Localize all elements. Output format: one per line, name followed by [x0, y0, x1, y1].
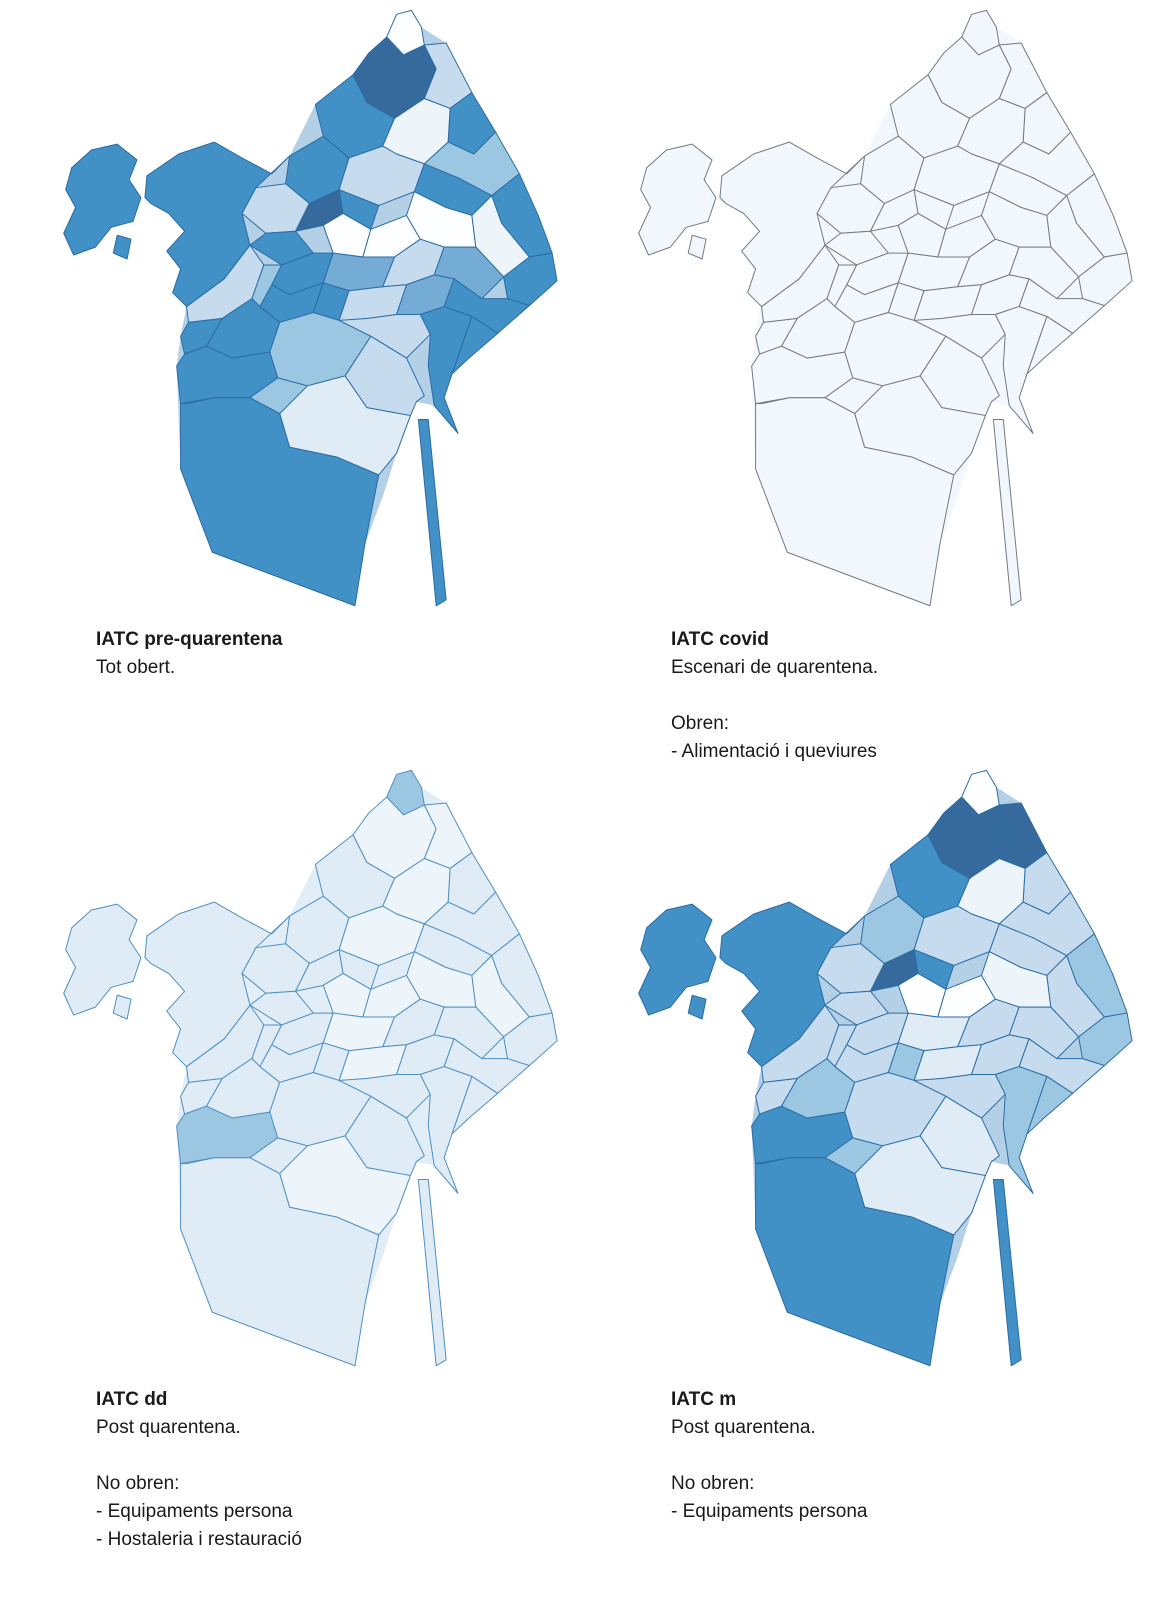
- region-wing-blob: [638, 143, 717, 256]
- caption-line: - Equipaments persona: [96, 1501, 293, 1522]
- caption-line: No obren:: [671, 1473, 755, 1494]
- choropleth-iatc-dd: [63, 769, 558, 1367]
- panel-iatc-covid: IATC covid Escenari de quarentena. Obren:…: [605, 8, 1165, 768]
- caption-line: Obren:: [671, 713, 730, 734]
- region-sant-gervasi: [249, 990, 314, 1026]
- map-figure-grid: IATC pre-quarentena Tot obert. IATC covid E…: [30, 8, 1165, 1554]
- region-port-breakwater: [992, 1179, 1022, 1367]
- region-sant-gervasi: [249, 230, 314, 266]
- caption-iatc-dd: IATC dd Post quarentena. No obren: - Equip…: [30, 1380, 605, 1554]
- caption-line: - Alimentació i queviures: [671, 741, 877, 762]
- region-zona-franca: [755, 1157, 955, 1367]
- map-title: IATC m: [671, 1389, 737, 1410]
- region-wing-blob: [63, 143, 142, 256]
- region-wing-main: [144, 901, 291, 1068]
- caption-line: Tot obert.: [96, 657, 176, 678]
- choropleth-iatc-covid: [638, 9, 1133, 607]
- map-iatc-covid: [605, 8, 1140, 620]
- caption-iatc-pre-quarentena: IATC pre-quarentena Tot obert.: [30, 620, 605, 768]
- region-les-corts: [826, 1024, 858, 1068]
- region-port-breakwater: [992, 419, 1022, 607]
- caption-line: - Equipaments persona: [671, 1501, 868, 1522]
- caption-line: [671, 1442, 1165, 1470]
- map-iatc-dd: [30, 768, 565, 1380]
- region-wing-sliver: [687, 994, 707, 1020]
- map-title: IATC covid: [671, 629, 769, 650]
- panel-iatc-m: IATC m Post quarentena. No obren: - Equipa…: [605, 768, 1165, 1554]
- region-port-breakwater: [417, 419, 447, 607]
- region-port-breakwater: [417, 1179, 447, 1367]
- choropleth-iatc-m: [638, 769, 1133, 1367]
- region-zona-franca: [180, 397, 380, 607]
- region-wing-blob: [63, 903, 142, 1016]
- region-zona-franca: [180, 1157, 380, 1367]
- region-les-corts: [826, 264, 858, 308]
- caption-line: No obren:: [96, 1473, 180, 1494]
- map-iatc-pre-quarentena: [30, 8, 565, 620]
- map-title: IATC dd: [96, 1389, 168, 1410]
- caption-iatc-m: IATC m Post quarentena. No obren: - Equipa…: [605, 1380, 1165, 1526]
- region-les-corts: [251, 1024, 283, 1068]
- caption-line: Post quarentena.: [96, 1417, 241, 1438]
- region-poblenou-coast: [1026, 1075, 1074, 1135]
- region-sant-gervasi: [824, 990, 889, 1026]
- caption-line: [96, 1442, 605, 1470]
- region-wing-main: [719, 901, 866, 1068]
- map-title: IATC pre-quarentena: [96, 629, 283, 650]
- caption-iatc-covid: IATC covid Escenari de quarentena. Obren:…: [605, 620, 1165, 768]
- caption-line: Escenari de quarentena.: [671, 657, 879, 678]
- region-sant-gervasi: [824, 230, 889, 266]
- map-iatc-m: [605, 768, 1140, 1380]
- region-wing-sliver: [687, 234, 707, 260]
- region-poblenou-coast: [451, 315, 499, 375]
- region-les-corts: [251, 264, 283, 308]
- region-wing-sliver: [112, 994, 132, 1020]
- region-poblenou-coast: [451, 1075, 499, 1135]
- region-wing-sliver: [112, 234, 132, 260]
- panel-iatc-dd: IATC dd Post quarentena. No obren: - Equip…: [30, 768, 605, 1554]
- caption-line: - Hostaleria i restauració: [96, 1529, 302, 1550]
- choropleth-iatc-pre-quarentena: [63, 9, 558, 607]
- region-poblenou-coast: [1026, 315, 1074, 375]
- panel-iatc-pre-quarentena: IATC pre-quarentena Tot obert.: [30, 8, 605, 768]
- region-wing-blob: [638, 903, 717, 1016]
- caption-line: Post quarentena.: [671, 1417, 816, 1438]
- region-zona-franca: [755, 397, 955, 607]
- region-wing-main: [719, 141, 866, 308]
- caption-line: [671, 682, 1165, 710]
- region-wing-main: [144, 141, 291, 308]
